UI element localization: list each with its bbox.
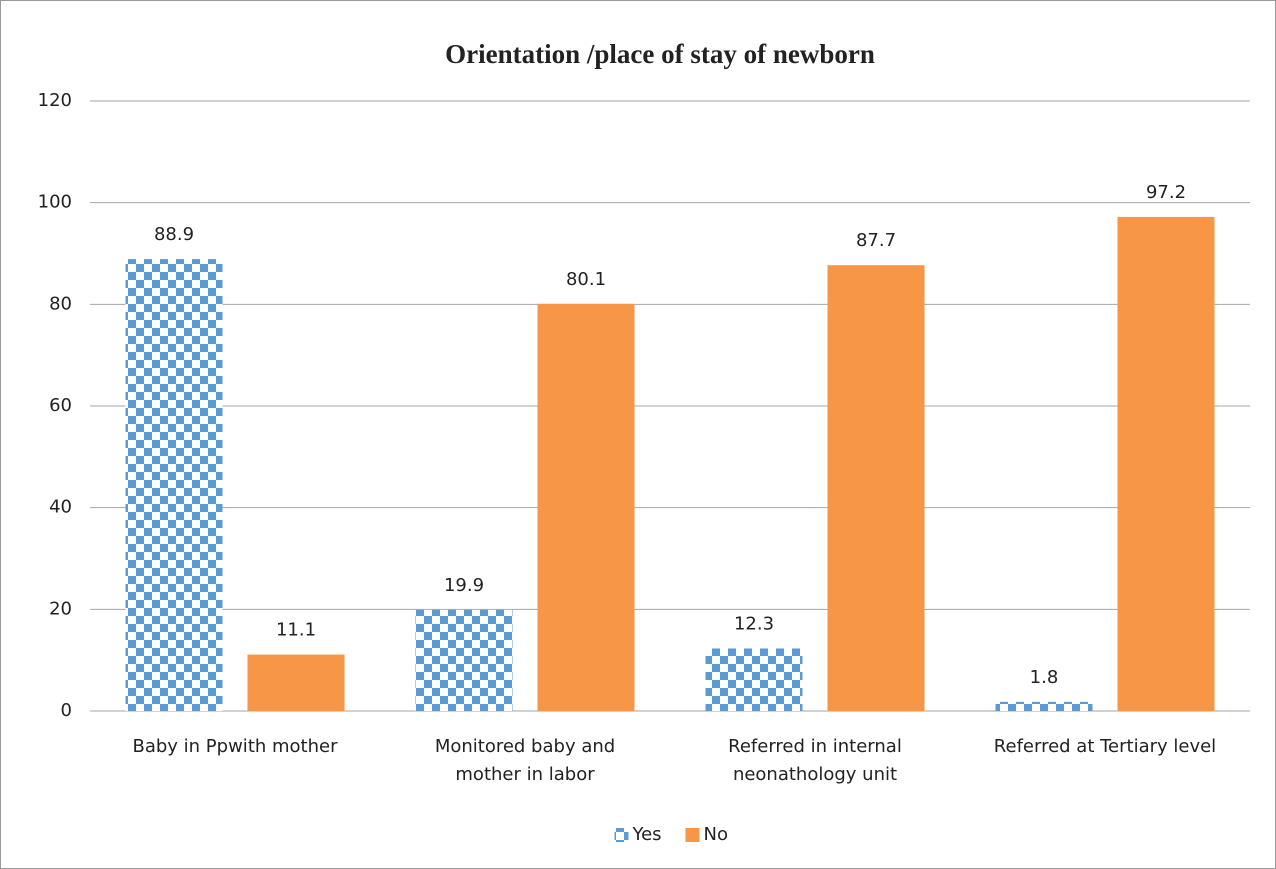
data-label: 87.7 xyxy=(856,230,896,251)
data-label: 97.2 xyxy=(1146,182,1186,203)
bar xyxy=(827,265,925,711)
data-label: 88.9 xyxy=(154,224,194,245)
y-tick-label: 60 xyxy=(49,395,72,416)
x-tick-label: Baby in Ppwith mother xyxy=(132,736,338,757)
legend-label: No xyxy=(704,824,728,845)
y-tick-label: 0 xyxy=(61,700,72,721)
bar xyxy=(537,303,635,711)
y-tick-label: 100 xyxy=(38,192,72,213)
data-label: 1.8 xyxy=(1030,667,1059,688)
x-tick-label: Referred in internal neonathology unit xyxy=(728,736,902,785)
data-label: 11.1 xyxy=(276,620,316,641)
y-tick-label: 20 xyxy=(49,598,72,619)
bar xyxy=(125,259,223,711)
x-tick-label: Referred at Tertiary level xyxy=(993,736,1217,757)
bar xyxy=(247,654,345,711)
legend-label: Yes xyxy=(632,824,662,845)
bar xyxy=(415,609,513,711)
data-label: 19.9 xyxy=(444,575,484,596)
bar xyxy=(995,701,1093,711)
legend-swatch xyxy=(614,828,629,842)
chart-title: Orientation /place of stay of newborn xyxy=(445,39,875,69)
y-tick-label: 80 xyxy=(49,293,72,314)
data-label: 80.1 xyxy=(566,269,606,290)
y-tick-label: 120 xyxy=(38,90,72,111)
bar xyxy=(1117,216,1215,711)
data-label: 12.3 xyxy=(734,613,774,634)
x-tick-label: Monitored baby and mother in labor xyxy=(434,736,616,785)
y-tick-label: 40 xyxy=(49,497,72,518)
legend-swatch xyxy=(685,828,700,842)
bar xyxy=(705,648,803,711)
